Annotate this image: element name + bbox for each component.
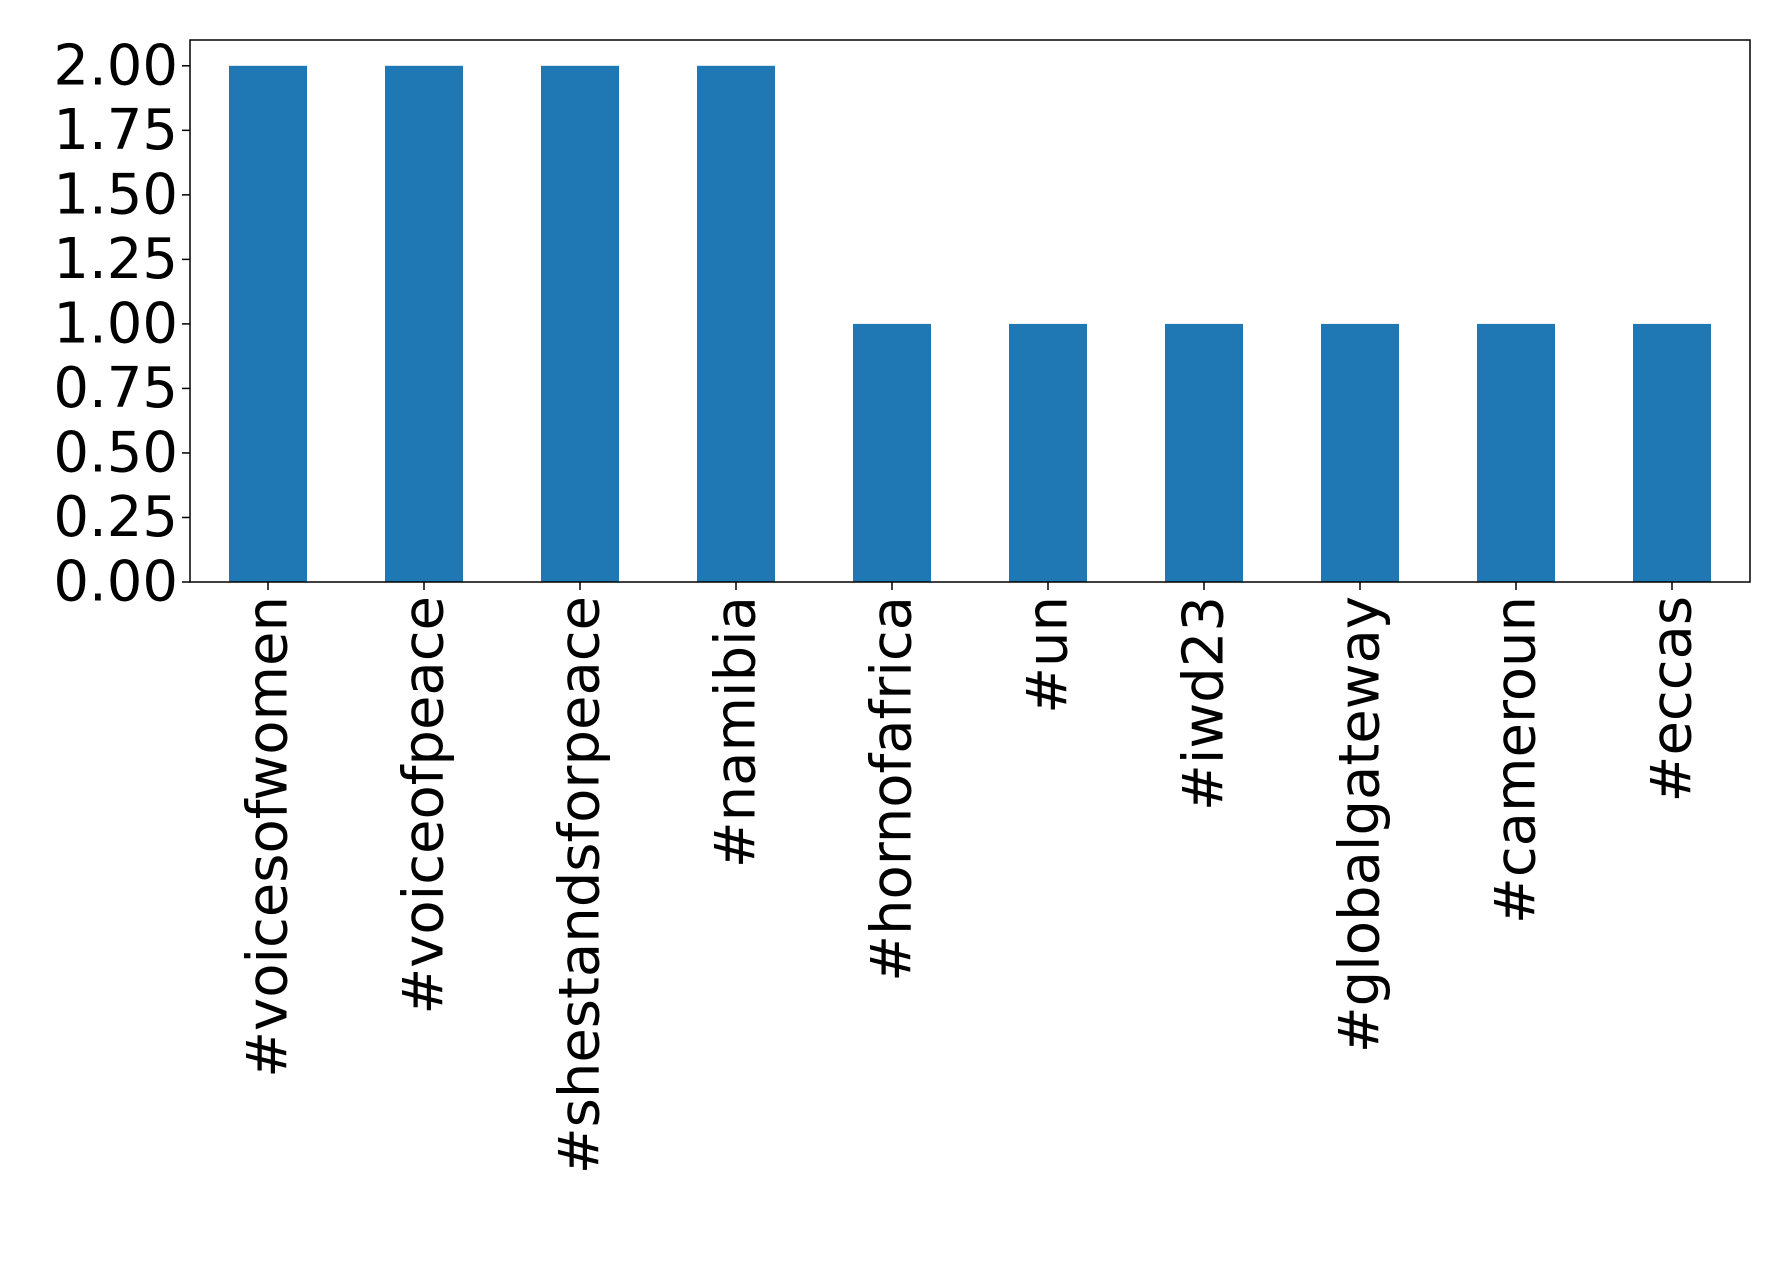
y-axis-ticks: 0.000.250.500.751.001.251.501.752.00 — [53, 33, 190, 615]
y-tick-label: 0.25 — [53, 485, 178, 550]
plot-area-frame — [189, 39, 1751, 583]
x-tick-label: #globalgateway — [1328, 596, 1393, 1053]
x-tick-label: #un — [1016, 596, 1081, 714]
bar — [1477, 323, 1555, 582]
y-tick-label: 1.00 — [53, 291, 178, 356]
bar — [853, 323, 931, 582]
bar — [1321, 323, 1399, 582]
y-tick-label: 0.75 — [53, 356, 178, 421]
x-tick-label: #cameroun — [1484, 596, 1549, 924]
bars-group — [229, 65, 1711, 583]
x-tick-label: #hornofafrica — [860, 596, 925, 982]
bar — [697, 65, 775, 583]
x-tick-label: #voicesofwomen — [236, 596, 301, 1078]
x-tick-label: #shestandsforpeace — [548, 596, 613, 1174]
y-tick-label: 1.75 — [53, 98, 178, 163]
x-tick-label: #eccas — [1640, 596, 1705, 802]
bar — [229, 65, 307, 583]
y-tick-label: 1.50 — [53, 162, 178, 227]
x-axis-ticks: #voicesofwomen #voiceofpeace #shestandsfor… — [236, 582, 1705, 1174]
y-tick-label: 1.25 — [53, 227, 178, 292]
bar — [1165, 323, 1243, 582]
x-tick-label: #voiceofpeace — [392, 596, 457, 1015]
x-tick-label: #namibia — [704, 596, 769, 868]
y-tick-label: 0.00 — [53, 550, 178, 615]
y-tick-label: 2.00 — [53, 33, 178, 98]
bar — [1009, 323, 1087, 582]
bar — [541, 65, 619, 583]
x-tick-label: #iwd23 — [1172, 596, 1237, 811]
y-tick-label: 0.50 — [53, 420, 178, 485]
bar — [385, 65, 463, 583]
bar — [1633, 323, 1711, 582]
